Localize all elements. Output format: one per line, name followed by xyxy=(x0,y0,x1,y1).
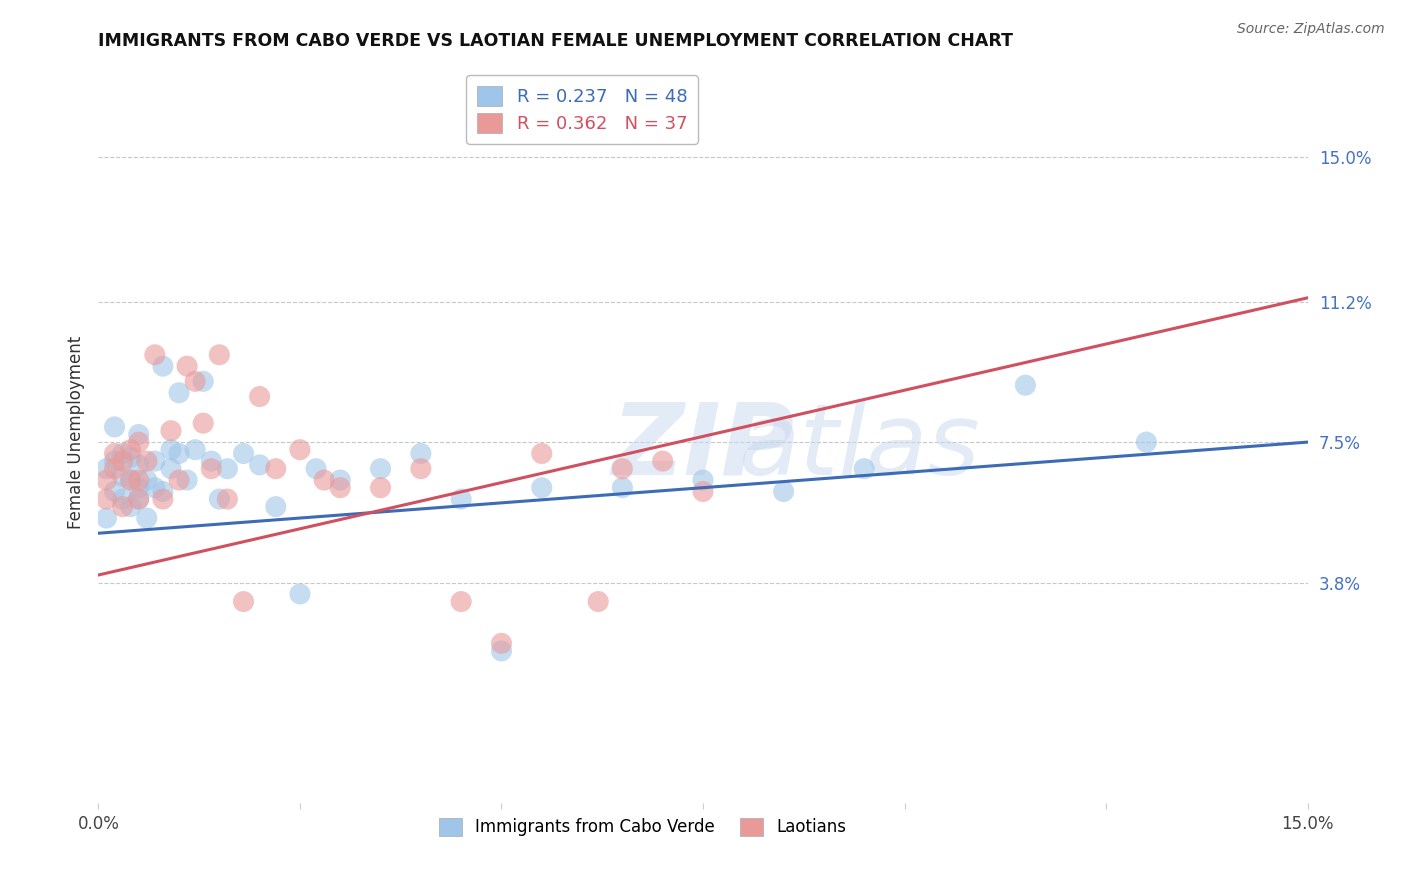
Point xyxy=(167,446,190,460)
Point xyxy=(111,469,134,483)
Point xyxy=(120,450,142,465)
Point xyxy=(96,473,118,487)
Point xyxy=(208,491,231,506)
Y-axis label: Female Unemployment: Female Unemployment xyxy=(66,336,84,529)
Point xyxy=(128,481,150,495)
Point xyxy=(152,491,174,506)
Point xyxy=(120,473,142,487)
Point xyxy=(288,587,311,601)
Text: IMMIGRANTS FROM CABO VERDE VS LAOTIAN FEMALE UNEMPLOYMENT CORRELATION CHART: IMMIGRANTS FROM CABO VERDE VS LAOTIAN FE… xyxy=(98,32,1014,50)
Point xyxy=(152,484,174,499)
Point xyxy=(530,481,553,495)
Point xyxy=(193,375,215,389)
Point xyxy=(409,446,432,460)
Point xyxy=(176,359,198,374)
Point xyxy=(288,442,311,457)
Point xyxy=(208,348,231,362)
Point xyxy=(128,473,150,487)
Point xyxy=(853,461,876,475)
Point xyxy=(314,473,336,487)
Point xyxy=(135,454,157,468)
Text: atlas: atlas xyxy=(740,399,981,496)
Point xyxy=(530,446,553,460)
Point xyxy=(143,481,166,495)
Point xyxy=(96,461,118,475)
Point xyxy=(111,491,134,506)
Point xyxy=(264,500,287,514)
Point xyxy=(167,473,190,487)
Point xyxy=(200,454,222,468)
Point xyxy=(96,511,118,525)
Point xyxy=(160,461,183,475)
Point xyxy=(232,594,254,608)
Point xyxy=(232,446,254,460)
Point xyxy=(128,427,150,442)
Point xyxy=(128,435,150,450)
Point xyxy=(103,420,125,434)
Text: Source: ZipAtlas.com: Source: ZipAtlas.com xyxy=(1237,22,1385,37)
Point xyxy=(612,461,634,475)
Point xyxy=(111,454,134,468)
Point xyxy=(264,461,287,475)
Text: ZIP: ZIP xyxy=(612,399,794,496)
Point xyxy=(160,424,183,438)
Point xyxy=(612,481,634,495)
Point xyxy=(167,385,190,400)
Point xyxy=(152,359,174,374)
Point xyxy=(772,484,794,499)
Point xyxy=(128,491,150,506)
Point xyxy=(143,454,166,468)
Point xyxy=(329,473,352,487)
Point xyxy=(193,416,215,430)
Point xyxy=(111,446,134,460)
Point xyxy=(176,473,198,487)
Point xyxy=(160,442,183,457)
Point xyxy=(96,491,118,506)
Point xyxy=(305,461,328,475)
Point xyxy=(120,473,142,487)
Point xyxy=(450,491,472,506)
Point xyxy=(103,454,125,468)
Point xyxy=(249,458,271,472)
Point xyxy=(184,442,207,457)
Point xyxy=(1014,378,1036,392)
Point xyxy=(103,461,125,475)
Point xyxy=(651,454,673,468)
Point xyxy=(692,473,714,487)
Point xyxy=(450,594,472,608)
Point xyxy=(128,458,150,472)
Point xyxy=(200,461,222,475)
Point xyxy=(111,500,134,514)
Point xyxy=(135,511,157,525)
Point xyxy=(491,644,513,658)
Point xyxy=(491,636,513,650)
Point xyxy=(103,484,125,499)
Point xyxy=(217,491,239,506)
Point xyxy=(128,491,150,506)
Point xyxy=(184,375,207,389)
Point xyxy=(370,481,392,495)
Point xyxy=(120,500,142,514)
Point xyxy=(329,481,352,495)
Point xyxy=(143,348,166,362)
Point xyxy=(1135,435,1157,450)
Point xyxy=(135,473,157,487)
Point xyxy=(692,484,714,499)
Point xyxy=(370,461,392,475)
Point xyxy=(409,461,432,475)
Legend: Immigrants from Cabo Verde, Laotians: Immigrants from Cabo Verde, Laotians xyxy=(429,807,856,847)
Point xyxy=(249,390,271,404)
Point xyxy=(586,594,609,608)
Point xyxy=(120,442,142,457)
Point xyxy=(217,461,239,475)
Point xyxy=(103,446,125,460)
